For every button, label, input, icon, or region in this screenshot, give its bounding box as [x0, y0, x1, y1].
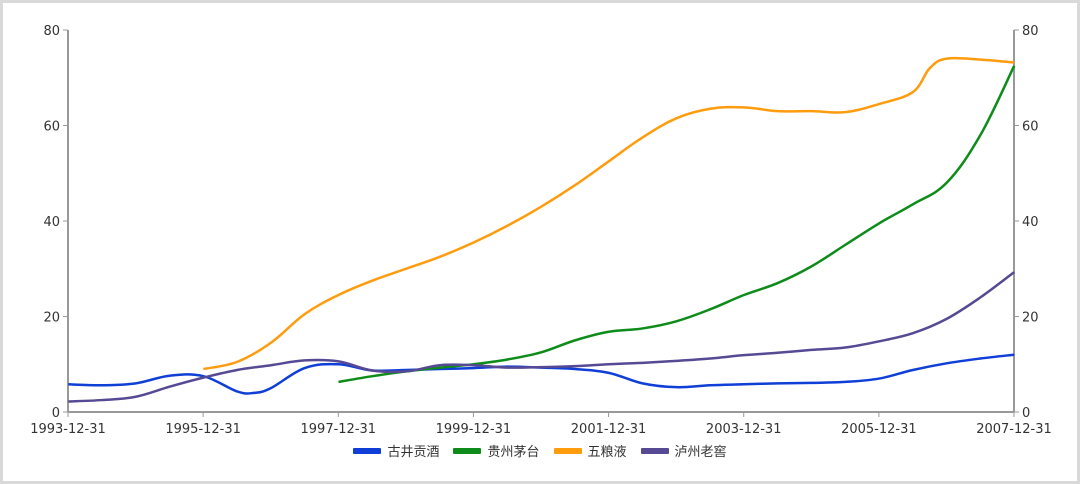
legend-label-luzhou: 泸州老窖: [674, 445, 727, 460]
legend: 古井贡酒 贵州茅台 五粮液 泸州老窖: [0, 441, 1080, 460]
x-tick-label: 1995-12-31: [165, 422, 241, 437]
legend-item-moutai[interactable]: 贵州茅台: [453, 441, 540, 460]
y-tick-label-right: 60: [1022, 120, 1039, 135]
series-line: [203, 56, 1015, 371]
legend-label-moutai: 贵州茅台: [487, 445, 540, 460]
y-tick-label-right: 40: [1022, 215, 1039, 230]
legend-label-wuliangye: 五粮液: [587, 445, 627, 460]
y-tick-label-left: 40: [43, 215, 60, 230]
x-tick-label: 1997-12-31: [301, 422, 377, 437]
series-line: [68, 271, 1015, 403]
legend-swatch-luzhou: [640, 447, 669, 454]
y-tick-label-left: 80: [43, 24, 60, 39]
y-tick-label-left: 60: [43, 120, 60, 135]
y-tick-label-left: 20: [43, 311, 60, 326]
legend-swatch-wuliangye: [553, 447, 582, 454]
legend-item-wuliangye[interactable]: 五粮液: [553, 441, 627, 460]
x-tick-label: 2005-12-31: [841, 422, 917, 437]
x-tick-label: 1993-12-31: [30, 422, 106, 437]
legend-item-gujing[interactable]: 古井贡酒: [353, 441, 439, 460]
x-tick-label: 2001-12-31: [571, 422, 647, 437]
y-tick-label-right: 20: [1022, 311, 1039, 326]
series-line: [68, 353, 1015, 395]
series-line: [338, 65, 1016, 384]
legend-swatch-moutai: [453, 447, 482, 454]
y-tick-label-right: 80: [1022, 24, 1039, 39]
x-tick-label: 1999-12-31: [436, 422, 512, 437]
chart-frame: [3, 3, 1077, 481]
legend-swatch-gujing: [353, 447, 382, 454]
y-tick-label-left: 0: [52, 406, 60, 421]
axes: 0 0 20 20 40 40 60 60 80 80 1993-12-31 1995-12-31 19…: [30, 24, 1052, 437]
legend-item-luzhou[interactable]: 泸州老窖: [640, 441, 727, 460]
series-lines: [68, 56, 1016, 403]
y-tick-label-right: 0: [1022, 406, 1030, 421]
x-tick-label: 2003-12-31: [706, 422, 782, 437]
x-tick-label: 2007-12-31: [976, 422, 1052, 437]
legend-label-gujing: 古井贡酒: [387, 445, 440, 460]
